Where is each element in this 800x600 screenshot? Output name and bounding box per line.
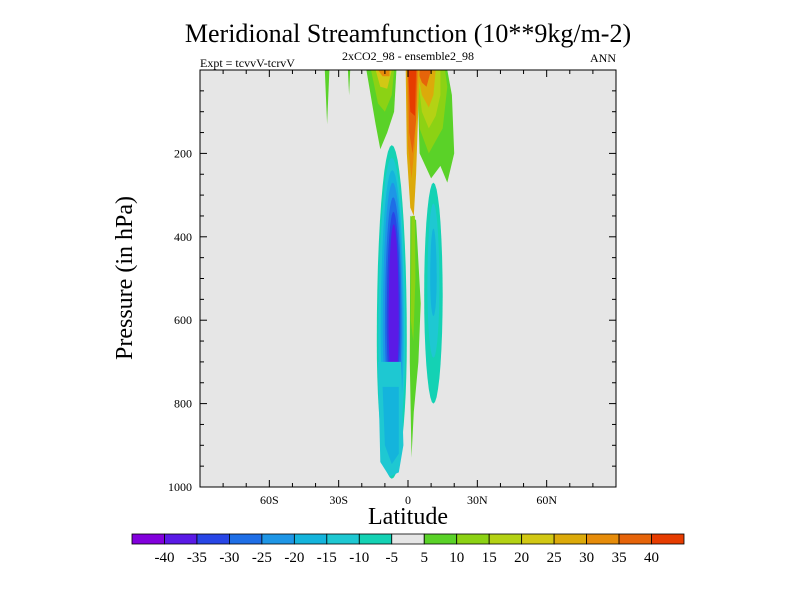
colorbar-label: 15 (482, 550, 497, 566)
y-axis-label: Pressure (in hPa) (112, 196, 138, 360)
y-tick-label: 400 (174, 230, 192, 244)
equatorial-positive-contour (410, 215, 416, 342)
southern-positive-contour (378, 70, 390, 77)
colorbar-swatch (326, 533, 360, 545)
colorbar-swatch (521, 533, 555, 545)
colorbar-label: 35 (612, 550, 627, 566)
colorbar-swatch (456, 533, 490, 545)
colorbar-swatch (261, 533, 295, 545)
negative-cell-contour (388, 224, 399, 387)
colorbar-label: -5 (386, 550, 399, 566)
chart-title: Meridional Streamfunction (10**9kg/m-2) (185, 19, 631, 48)
colorbar-labels: -40 -35 -30 -25 -20 -15 -10 -5 5 10 15 20 25 30 35 40 (155, 550, 660, 566)
chart-subtitle-center: 2xCO2_98 - ensemble2_98 (342, 49, 474, 63)
x-tick-label: 30S (329, 493, 348, 507)
axis-ticks (200, 69, 616, 488)
x-tick-label: 0 (405, 493, 411, 507)
colorbar (131, 533, 685, 545)
x-tick-label: 30N (467, 493, 488, 507)
colorbar-label: -40 (155, 550, 175, 566)
y-tick-labels: 200 400 600 800 1000 (168, 146, 192, 494)
colorbar-swatch (164, 533, 198, 545)
colorbar-swatch (423, 533, 458, 545)
upper-positive-streak (347, 70, 351, 95)
chart-subtitle-right: ANN (590, 51, 616, 65)
x-axis-label: Latitude (368, 504, 448, 530)
colorbar-label: 5 (420, 550, 428, 566)
y-tick-label: 600 (174, 313, 192, 327)
colorbar-label: 25 (547, 550, 562, 566)
colorbar-swatch (293, 533, 328, 545)
upper-positive-streak (324, 70, 330, 125)
colorbar-label: -35 (187, 550, 207, 566)
colorbar-swatch (618, 533, 652, 545)
tropical-core-contour (408, 70, 417, 116)
x-tick-label: 60S (260, 493, 279, 507)
x-tick-labels: 60S 30S 0 30N 60N (260, 493, 557, 507)
colorbar-label: -10 (349, 550, 369, 566)
colorbar-label: 20 (514, 550, 529, 566)
northern-positive-contour (417, 70, 432, 87)
colorbar-swatch (229, 533, 263, 545)
colorbar-swatch (131, 533, 165, 545)
y-tick-label: 1000 (168, 480, 192, 494)
colorbar-label: -25 (252, 550, 272, 566)
colorbar-swatch (488, 533, 523, 545)
contour-fills (324, 70, 455, 479)
colorbar-label: -15 (317, 550, 337, 566)
y-tick-label: 200 (174, 146, 192, 160)
colorbar-swatch (586, 533, 620, 545)
y-tick-label: 800 (174, 397, 192, 411)
colorbar-label: 30 (579, 550, 594, 566)
colorbar-swatch (358, 533, 393, 545)
x-tick-label: 60N (536, 493, 557, 507)
northern-negative-contour (430, 228, 437, 316)
colorbar-label: 40 (644, 550, 659, 566)
colorbar-swatch (391, 533, 425, 545)
colorbar-label: -30 (219, 550, 239, 566)
chart-subtitle-left: Expt = tcvvV-tcrvV (200, 56, 295, 70)
colorbar-swatch (553, 533, 587, 545)
colorbar-label: -20 (284, 550, 304, 566)
colorbar-swatch (196, 533, 230, 545)
colorbar-label: 10 (449, 550, 464, 566)
colorbar-swatch (651, 533, 685, 545)
negative-cell-skirt (382, 386, 399, 465)
